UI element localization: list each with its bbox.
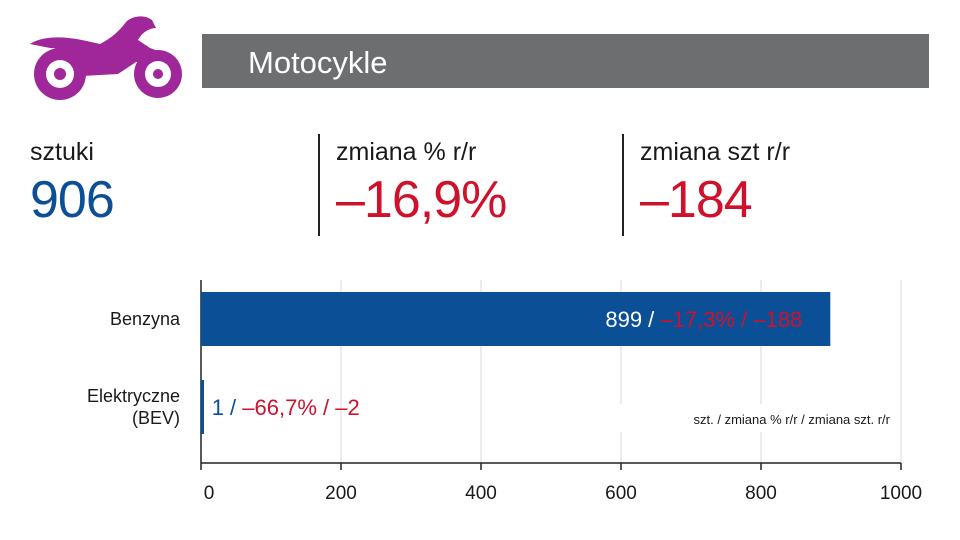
bar-data-label: 1 / –66,7% / –2 bbox=[212, 395, 360, 420]
x-tick-label: 800 bbox=[745, 483, 777, 504]
kpi-abs-change: zmiana szt r/r –184 bbox=[640, 138, 790, 230]
category-label: Elektryczne bbox=[87, 386, 180, 406]
motorcycle-icon bbox=[30, 16, 182, 100]
kpi-units-value: 906 bbox=[30, 171, 115, 229]
x-tick-label: 600 bbox=[605, 483, 637, 504]
kpi-divider bbox=[622, 134, 624, 236]
kpi-abs-label: zmiana szt r/r bbox=[640, 138, 791, 166]
kpi-divider bbox=[318, 134, 320, 236]
page-title: Motocykle bbox=[248, 45, 388, 80]
kpi-pct-value: –16,9% bbox=[336, 171, 507, 229]
x-tick-label: 400 bbox=[465, 483, 497, 504]
bar bbox=[201, 380, 204, 434]
kpi-units-label: sztuki bbox=[30, 138, 94, 166]
legend-note: szt. / zmiana % r/r / zmiana szt. r/r bbox=[694, 412, 891, 427]
kpi-abs-value: –184 bbox=[640, 171, 753, 229]
title-bar: Motocykle bbox=[202, 34, 929, 88]
kpi-pct-label: zmiana % r/r bbox=[336, 138, 477, 166]
bar bbox=[201, 292, 831, 346]
kpi-pct-change: zmiana % r/r –16,9% bbox=[336, 138, 507, 230]
x-tick-label: 1000 bbox=[880, 483, 922, 504]
legend-note-bg bbox=[602, 404, 898, 432]
x-tick-label: 0 bbox=[204, 483, 215, 504]
motorcycle-icon-shape bbox=[30, 16, 182, 100]
x-tick-label: 200 bbox=[325, 483, 357, 504]
category-label: Benzyna bbox=[110, 309, 181, 329]
bar-data-label: 899 / –17,3% / –188 bbox=[605, 307, 802, 332]
kpi-units: sztuki 906 bbox=[30, 138, 115, 230]
category-label: (BEV) bbox=[132, 408, 180, 428]
